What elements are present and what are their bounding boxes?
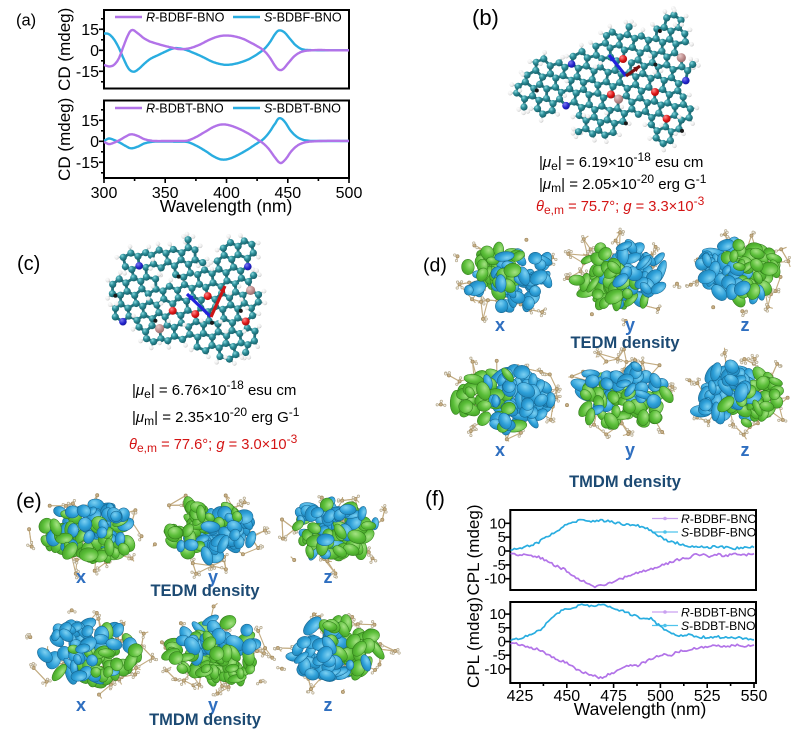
svg-text:300: 300 bbox=[91, 185, 118, 202]
svg-text:(a): (a) bbox=[16, 12, 36, 30]
svg-text:R-BDBT-BNO: R-BDBT-BNO bbox=[146, 102, 224, 116]
svg-text:-15: -15 bbox=[76, 155, 99, 172]
svg-text:y: y bbox=[625, 440, 635, 460]
svg-text:(d): (d) bbox=[423, 255, 447, 277]
svg-text:θe,m = 75.7°; g = 3.3×10-3: θe,m = 75.7°; g = 3.3×10-3 bbox=[536, 194, 705, 217]
svg-text:z: z bbox=[741, 440, 750, 460]
svg-text:z: z bbox=[741, 315, 750, 335]
svg-text:CD (mdeg): CD (mdeg) bbox=[55, 98, 74, 181]
svg-text:TEDM density: TEDM density bbox=[570, 334, 680, 352]
svg-text:TMDM density: TMDM density bbox=[569, 473, 682, 491]
svg-text:CD (mdeg): CD (mdeg) bbox=[55, 8, 74, 91]
svg-text:Wavelength (nm): Wavelength (nm) bbox=[160, 196, 293, 216]
svg-text:15: 15 bbox=[81, 113, 99, 130]
svg-text:y: y bbox=[625, 315, 635, 335]
svg-text:0: 0 bbox=[90, 134, 99, 151]
svg-text:S-BDBF-BNO: S-BDBF-BNO bbox=[264, 11, 342, 25]
svg-text:|μe| = 6.76×10-18 esu cm: |μe| = 6.76×10-18 esu cm bbox=[132, 378, 296, 401]
svg-text:θe,m = 77.6°; g = 3.0×10-3: θe,m = 77.6°; g = 3.0×10-3 bbox=[129, 432, 298, 455]
svg-text:(b): (b) bbox=[472, 5, 499, 30]
svg-text:S-BDBT-BNO: S-BDBT-BNO bbox=[264, 102, 341, 116]
svg-text:|μe| = 6.19×10-18 esu cm: |μe| = 6.19×10-18 esu cm bbox=[539, 150, 703, 173]
svg-text:-15: -15 bbox=[76, 64, 99, 81]
svg-text:500: 500 bbox=[336, 185, 363, 202]
svg-text:x: x bbox=[495, 315, 505, 335]
svg-text:x: x bbox=[495, 440, 505, 460]
svg-text:0: 0 bbox=[90, 43, 99, 60]
svg-text:|μm| = 2.35×10-20 erg G-1: |μm| = 2.35×10-20 erg G-1 bbox=[132, 405, 300, 428]
svg-text:15: 15 bbox=[81, 22, 99, 39]
svg-text:(c): (c) bbox=[17, 253, 40, 275]
svg-text:|μm| = 2.05×10-20 erg G-1: |μm| = 2.05×10-20 erg G-1 bbox=[539, 172, 707, 195]
svg-text:R-BDBF-BNO: R-BDBF-BNO bbox=[146, 11, 225, 25]
